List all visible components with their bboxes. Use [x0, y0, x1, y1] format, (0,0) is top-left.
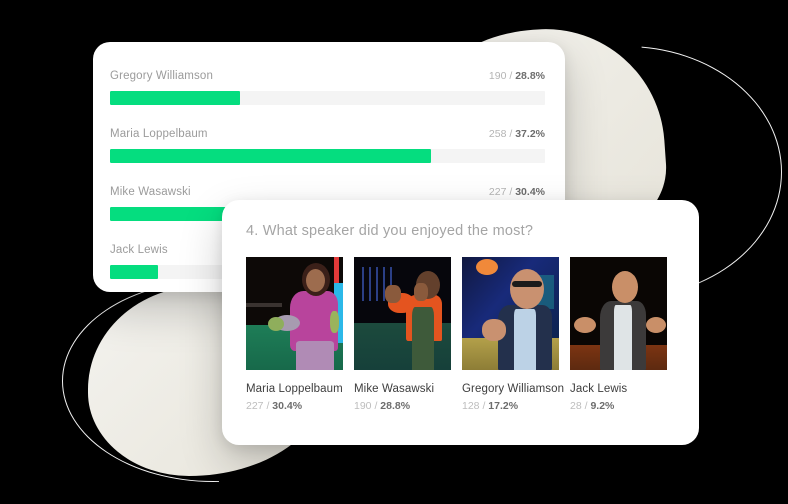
bar-row-votes: 227 [488, 186, 507, 198]
speaker-option[interactable]: Mike Wasawski 190 / 28.8% [354, 257, 451, 412]
speaker-votes: 28 [570, 400, 582, 412]
bar-row-separator: / [509, 70, 513, 82]
speaker-stat: 227 / 30.4% [246, 400, 343, 412]
speaker-percent: 9.2% [590, 400, 615, 412]
speaker-percent: 28.8% [380, 400, 411, 412]
bar-row-percent: 30.4% [515, 186, 545, 198]
speaker-option[interactable]: Jack Lewis 28 / 9.2% [570, 257, 667, 412]
bar-row-separator: / [509, 128, 513, 140]
bar-fill [110, 149, 432, 163]
speaker-option[interactable]: Maria Loppelbaum 227 / 30.4% [246, 257, 343, 412]
speaker-name: Gregory Williamson [462, 383, 565, 395]
speaker-name: Jack Lewis [570, 383, 628, 395]
bar-row-stat: 258 / 37.2% [489, 128, 545, 140]
speaker-photo-mike-wasawski[interactable] [354, 257, 451, 370]
speaker-separator: / [266, 400, 270, 412]
speaker-name: Mike Wasawski [354, 383, 435, 395]
speaker-stat: 190 / 28.8% [354, 400, 451, 412]
bar-fill [110, 91, 240, 105]
bar-row-votes: 258 [488, 128, 507, 140]
speaker-separator: / [374, 400, 378, 412]
bar-row-header: Gregory Williamson 190 / 28.8% [110, 70, 545, 82]
bar-row[interactable]: Gregory Williamson 190 / 28.8% [110, 70, 545, 105]
speakers-panel: 4. What speaker did you enjoyed the most… [222, 200, 699, 412]
speaker-separator: / [482, 400, 486, 412]
bar-fill [110, 265, 158, 279]
bar-row[interactable]: Maria Loppelbaum 258 / 37.2% [110, 128, 545, 163]
speakers-results-card: 4. What speaker did you enjoyed the most… [222, 200, 699, 445]
speaker-stat: 28 / 9.2% [570, 400, 667, 412]
bar-row-stat: 190 / 28.8% [489, 70, 545, 82]
bar-track [110, 91, 545, 105]
speaker-photo-jack-lewis[interactable] [570, 257, 667, 370]
bar-row-percent: 28.8% [515, 70, 545, 82]
bar-row-label: Mike Wasawski [110, 186, 191, 198]
bar-row-separator: / [509, 186, 513, 198]
speaker-separator: / [584, 400, 588, 412]
speaker-votes: 128 [462, 400, 480, 412]
speaker-name: Maria Loppelbaum [246, 383, 343, 395]
bar-row-label: Jack Lewis [110, 244, 168, 256]
speaker-photo-gregory-williamson[interactable] [462, 257, 559, 370]
bar-row-stat: 227 / 30.4% [489, 186, 545, 198]
bar-row-percent: 37.2% [515, 128, 545, 140]
question-title: 4. What speaker did you enjoyed the most… [246, 223, 534, 239]
speaker-votes: 227 [246, 400, 264, 412]
speaker-percent: 17.2% [488, 400, 519, 412]
speaker-option[interactable]: Gregory Williamson 128 / 17.2% [462, 257, 565, 412]
speaker-stat: 128 / 17.2% [462, 400, 559, 412]
bar-row-votes: 190 [488, 70, 507, 82]
bar-row-header: Mike Wasawski 227 / 30.4% [110, 186, 545, 198]
speaker-percent: 30.4% [272, 400, 303, 412]
speaker-votes: 190 [354, 400, 372, 412]
bar-row-label: Gregory Williamson [110, 70, 214, 82]
bar-row-header: Maria Loppelbaum 258 / 37.2% [110, 128, 545, 140]
bar-row-label: Maria Loppelbaum [110, 128, 208, 140]
speaker-grid: Maria Loppelbaum 227 / 30.4% [246, 257, 673, 412]
bar-track [110, 149, 545, 163]
speaker-photo-maria-loppelbaum[interactable] [246, 257, 343, 370]
